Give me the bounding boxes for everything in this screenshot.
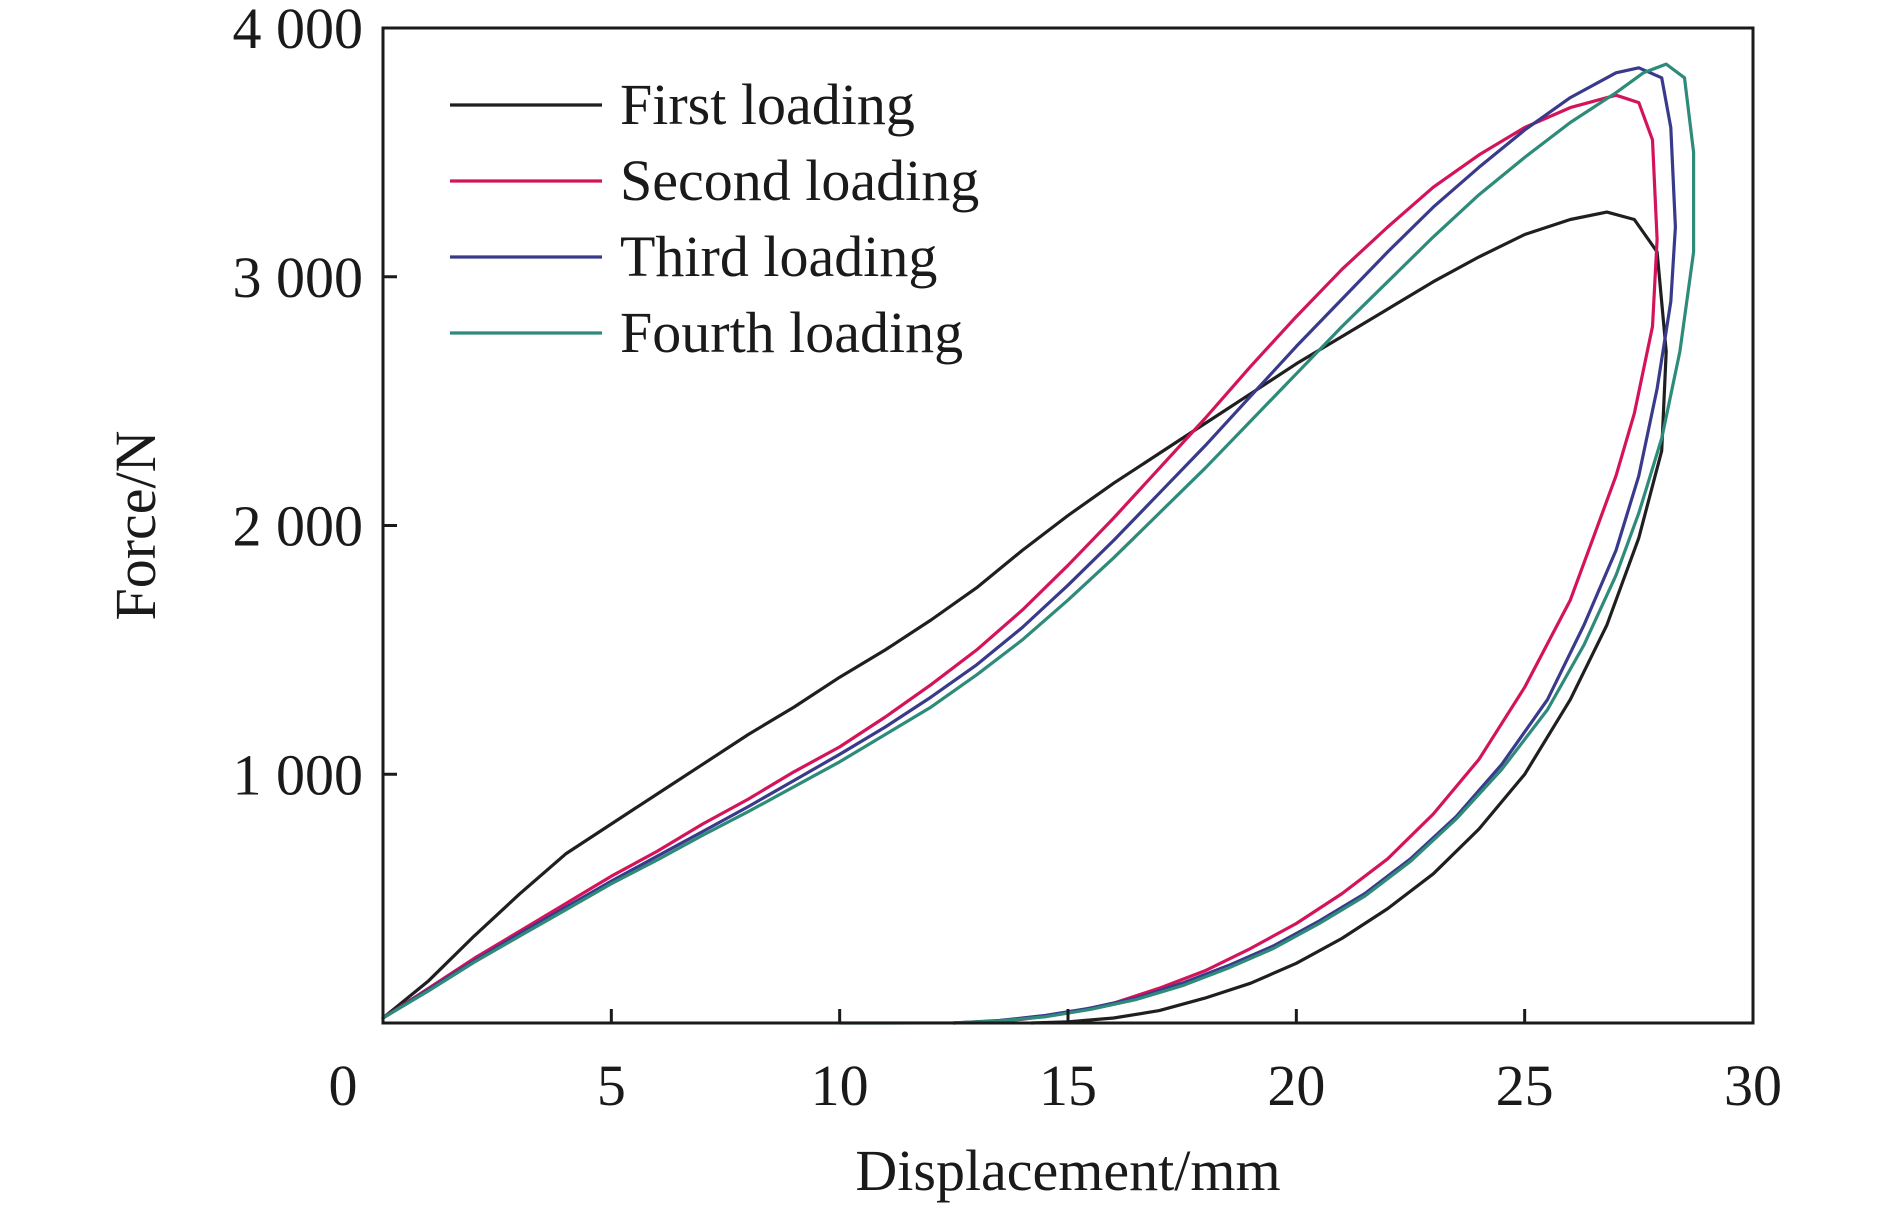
- x-tick-label: 30: [1724, 1053, 1782, 1118]
- y-axis-label: Force/N: [103, 430, 168, 620]
- x-tick-label: 10: [811, 1053, 869, 1118]
- x-axis-label: Displacement/mm: [855, 1138, 1280, 1203]
- series-line-1: [381, 210, 1668, 1025]
- legend-label-2: Second loading: [620, 148, 979, 213]
- series-layer: [381, 62, 1696, 1025]
- legend-label-1: First loading: [620, 72, 915, 137]
- x-tick-label: 5: [597, 1053, 626, 1118]
- plot-frame: [381, 26, 1755, 1025]
- x-tick-label: 25: [1496, 1053, 1554, 1118]
- series-line-4: [381, 62, 1696, 1025]
- series-line-2: [381, 93, 1659, 1025]
- tick-layer: 0 5 10 15 20 25 30 1 000 2 000 3 000 4 000: [233, 0, 1783, 1118]
- series-line-3: [381, 66, 1677, 1025]
- y-tick-label: 3 000: [233, 245, 364, 310]
- y-tick-label: 4 000: [233, 0, 364, 61]
- x-tick-label: 15: [1039, 1053, 1097, 1118]
- x-tick-label: 0: [329, 1053, 358, 1118]
- x-tick-label: 20: [1267, 1053, 1325, 1118]
- legend: First loading Second loading Third loading…: [450, 72, 979, 365]
- legend-label-3: Third loading: [620, 224, 937, 289]
- y-tick-label: 1 000: [233, 742, 364, 807]
- y-tick-label: 2 000: [233, 494, 364, 559]
- legend-label-4: Fourth loading: [620, 300, 963, 365]
